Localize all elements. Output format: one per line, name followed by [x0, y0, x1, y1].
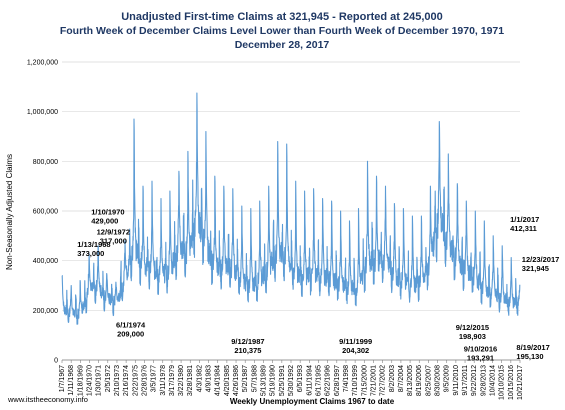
annotation-value: 321,945 — [522, 264, 549, 273]
x-tick-label: 4/9/1983 — [206, 365, 213, 392]
series — [61, 92, 521, 325]
x-tick-label: 1/24/1970 — [86, 365, 93, 396]
chart-date: December 28, 2017 — [235, 39, 330, 51]
annotation-value: 195,130 — [516, 352, 543, 361]
x-axis-label: Weekly Unemployment Claims 1967 to date — [230, 397, 395, 406]
x-tick-label: 5/30/1992 — [288, 365, 295, 396]
x-tick-label: 9/28/2013 — [480, 365, 487, 396]
x-tick-label: 4/14/1984 — [215, 365, 222, 396]
x-tick-label: 2/10/1973 — [114, 365, 121, 396]
x-tick-label: 3/22/1980 — [178, 365, 185, 396]
x-tick-label: 5/2/1987 — [242, 365, 249, 392]
x-tick-label: 6/17/1995 — [315, 365, 322, 396]
x-tick-label: 8/30/2008 — [435, 365, 442, 396]
x-tick-label: 9/22/2012 — [471, 365, 478, 396]
annotation-value: 317,000 — [100, 237, 127, 246]
x-tick-label: 10/21/2017 — [517, 365, 524, 400]
x-tick-label: 2/5/1972 — [105, 365, 112, 392]
x-tick-label: 9/17/2011 — [462, 365, 469, 396]
annotation-date: 1/1/2017 — [510, 215, 539, 224]
x-tick-label: 4/3/1982 — [196, 365, 203, 392]
x-tick-label: 4/26/1986 — [233, 365, 240, 396]
x-tick-label: 6/22/1996 — [325, 365, 332, 396]
annotation-date: 9/10/2016 — [464, 344, 497, 353]
x-tick-label: 7/27/2002 — [380, 365, 387, 396]
annotation-value: 198,903 — [459, 332, 486, 341]
x-tick-label: 8/2/2003 — [389, 365, 396, 392]
x-tick-label: 1/18/1969 — [77, 365, 84, 396]
y-tick-label: 400,000 — [33, 258, 58, 265]
x-tick-label: 8/13/2005 — [407, 365, 414, 396]
annotation-value: 193,291 — [467, 353, 494, 362]
x-tick-label: 3/11/1978 — [160, 365, 167, 396]
annotation-value: 210,375 — [234, 346, 261, 355]
x-tick-label: 7/4/1998 — [343, 365, 350, 392]
annotation-date: 9/12/1987 — [231, 337, 264, 346]
y-axis-ticks: 0 200,000 400,000 600,000 800,000 1,000,000 1,… — [27, 60, 58, 365]
x-tick-label: 10/15/2016 — [508, 365, 515, 400]
chart-title: Unadjusted First-time Claims at 321,945 … — [121, 11, 443, 23]
x-tick-label: 6/28/1997 — [334, 365, 341, 396]
x-tick-label: 2/16/1974 — [123, 365, 130, 396]
x-axis-ticks: 1/7/1967 1/11/1968 1/18/1969 1/24/1970 1/30/… — [59, 360, 524, 400]
annotation-date: 1/10/1970 — [91, 208, 124, 217]
x-tick-label: 5/25/1991 — [279, 365, 286, 396]
x-tick-label: 3/28/1981 — [187, 365, 194, 396]
y-tick-label: 600,000 — [33, 209, 58, 216]
x-tick-label: 8/25/2007 — [425, 365, 432, 396]
x-tick-label: 4/20/1985 — [224, 365, 231, 396]
y-tick-label: 1,000,000 — [27, 109, 58, 116]
x-tick-label: 8/19/2006 — [416, 365, 423, 396]
x-tick-label: 7/21/2001 — [370, 365, 377, 396]
annotation-date: 1/13/1968 — [77, 240, 110, 249]
x-tick-label: 3/5/1977 — [151, 365, 158, 392]
x-tick-label: 1/11/1968 — [68, 365, 75, 396]
x-tick-label: 2/28/1976 — [141, 365, 148, 396]
annotation-value: 373,000 — [77, 249, 104, 258]
y-tick-label: 1,200,000 — [27, 60, 58, 67]
annotation-date: 9/12/2015 — [456, 323, 489, 332]
x-tick-label: 1/7/1967 — [59, 365, 66, 392]
y-axis-label: Non-Seasonally Adjusted Claims — [5, 154, 14, 270]
x-tick-label: 5/7/1988 — [251, 365, 258, 392]
x-tick-label: 8/7/2004 — [398, 365, 405, 392]
x-tick-label: 7/10/1999 — [352, 365, 359, 396]
annotation-date: 12/9/1972 — [97, 228, 130, 237]
website-label: www.itstheeconomy.info — [7, 395, 88, 404]
x-tick-label: 10/4/2014 — [490, 365, 497, 396]
annotation-value: 429,000 — [91, 217, 118, 226]
annotation-value: 209,000 — [117, 330, 144, 339]
annotation-date: 6/1/1974 — [116, 321, 146, 330]
annotation-value: 412,311 — [510, 224, 537, 233]
annotation-date: 8/19/2017 — [516, 343, 549, 352]
y-tick-label: 0 — [54, 358, 58, 365]
x-tick-label: 5/13/1989 — [261, 365, 268, 396]
x-tick-label: 5/19/1990 — [270, 365, 277, 396]
x-tick-label: 9/5/2009 — [444, 365, 451, 392]
x-tick-label: 2/22/1975 — [132, 365, 139, 396]
x-tick-label: 3/17/1979 — [169, 365, 176, 396]
annotation-date: 9/11/1999 — [339, 337, 372, 346]
x-tick-label: 10/10/2015 — [499, 365, 506, 400]
annotation-date: 12/23/2017 — [522, 255, 560, 264]
x-tick-label: 6/11/1994 — [306, 365, 313, 396]
x-tick-label: 6/5/1993 — [297, 365, 304, 392]
y-tick-label: 800,000 — [33, 159, 58, 166]
grid — [62, 61, 520, 361]
chart-subtitle: Fourth Week of December Claims Level Low… — [60, 25, 504, 37]
x-tick-label: 7/15/2000 — [361, 365, 368, 396]
annotation-value: 204,302 — [342, 346, 369, 355]
x-tick-label: 9/11/2010 — [453, 365, 460, 396]
claims-series-line — [61, 92, 521, 325]
y-tick-label: 200,000 — [33, 308, 58, 315]
x-tick-label: 1/30/1971 — [96, 365, 103, 396]
